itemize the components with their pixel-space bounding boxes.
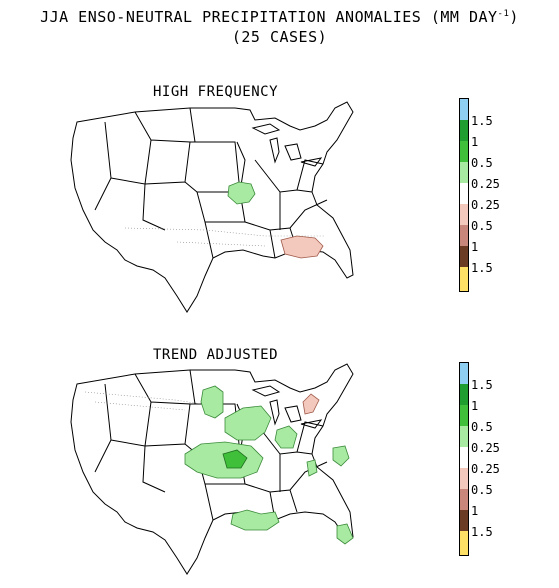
legend-label: 0.5 (471, 420, 493, 434)
legend-high-frequency: 1.5 1 0.5 0.25 0.25 0.5 1 1.5 (459, 98, 519, 294)
legend-label: 1.5 (471, 378, 493, 392)
legend-label: 0.5 (471, 483, 493, 497)
legend-label: 0.25 (471, 198, 500, 212)
title-close-paren: ) (509, 8, 519, 26)
legend-label: 0.5 (471, 219, 493, 233)
title-superscript: -1 (497, 9, 510, 19)
anomaly-green-mid-atlantic (306, 459, 318, 477)
legend-label: 0.25 (471, 462, 500, 476)
great-lakes (251, 123, 323, 167)
great-lakes (251, 385, 323, 429)
anomaly-green-midwest (227, 181, 256, 205)
legend-label: 0.5 (471, 156, 493, 170)
anomaly-brown-southeast (280, 235, 324, 259)
legend-trend-adjusted: 1.5 1 0.5 0.25 0.25 0.5 1 1.5 (459, 362, 519, 558)
legend-label: 1 (471, 399, 479, 413)
legend-label: 0.25 (471, 177, 500, 191)
anomaly-green-upper-midwest (224, 405, 272, 441)
anomaly-green-central (184, 441, 264, 479)
legend-label: 1 (471, 504, 479, 518)
legend-label: 1.5 (471, 261, 493, 275)
anomaly-green-northern-plains (200, 385, 224, 419)
panel-title-trend-adjusted: TREND ADJUSTED (153, 347, 279, 363)
panel-title-high-frequency: HIGH FREQUENCY (153, 84, 279, 100)
legend-label: 1.5 (471, 114, 493, 128)
legend-label: 1.5 (471, 525, 493, 539)
anomaly-green-ohio-valley (274, 425, 298, 449)
anomaly-green-east (332, 445, 350, 467)
title-text: JJA ENSO-NEUTRAL PRECIPITATION ANOMALIES… (40, 8, 498, 26)
anomaly-green-florida (336, 523, 354, 545)
figure-title-line-1: JJA ENSO-NEUTRAL PRECIPITATION ANOMALIES… (0, 8, 559, 26)
legend-label: 0.25 (471, 441, 500, 455)
figure-title-line-2: (25 CASES) (231, 28, 328, 46)
legend-colorbar (459, 98, 469, 292)
legend-label: 1 (471, 135, 479, 149)
map-high-frequency (70, 101, 354, 313)
anomaly-darkgreen-central (222, 449, 248, 469)
map-trend-adjusted (70, 363, 354, 575)
legend-label: 1 (471, 240, 479, 254)
anomaly-green-gulf-coast (230, 509, 280, 531)
anomaly-brown-northeast (302, 393, 320, 415)
us-outline (70, 101, 354, 313)
legend-colorbar (459, 362, 469, 556)
